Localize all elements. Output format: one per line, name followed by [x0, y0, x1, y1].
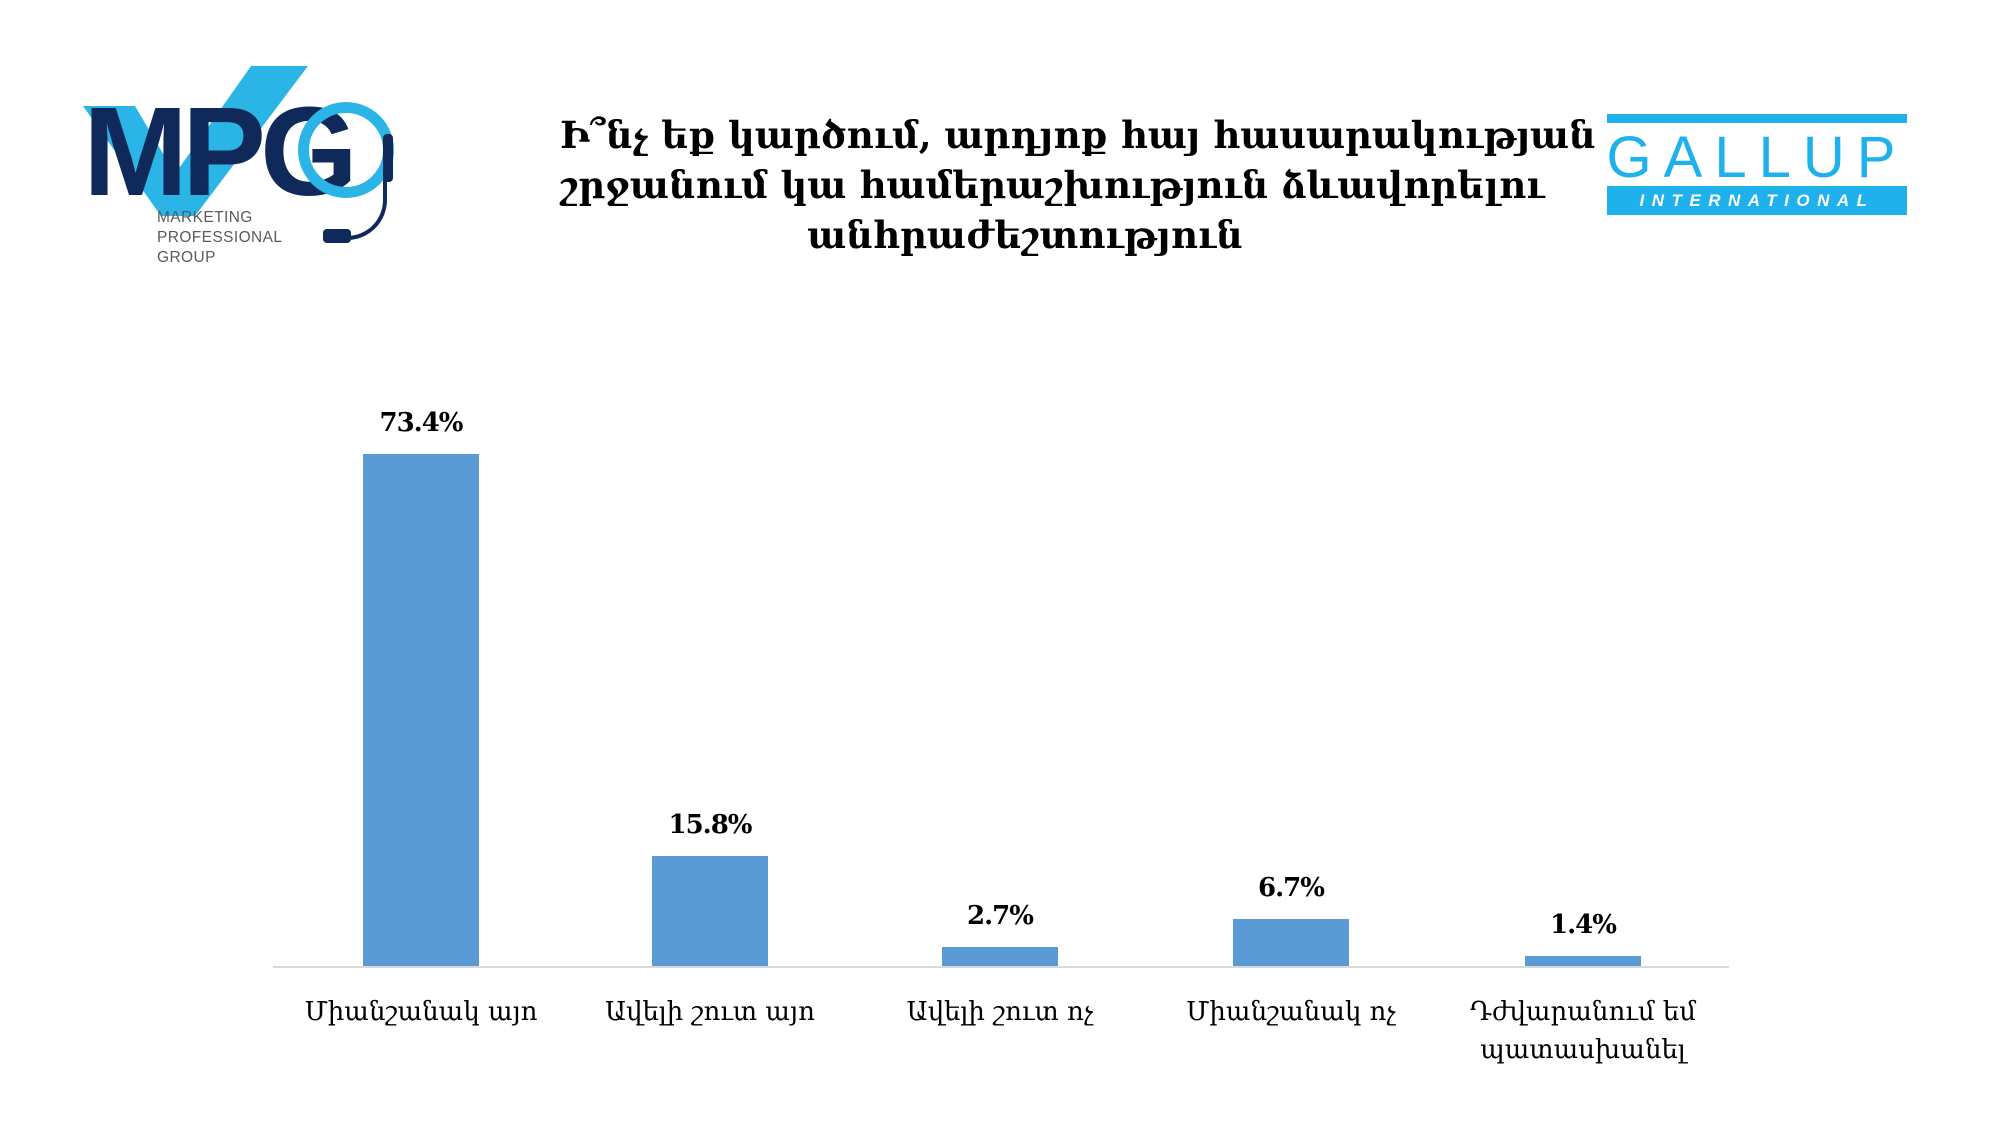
bar-value-label: 15.8% [668, 810, 752, 840]
category-label: Միանշանակ այո [271, 993, 571, 1031]
bar-value-label: 6.7% [1258, 873, 1325, 903]
bar-value-label: 1.4% [1550, 910, 1617, 940]
bar-value-label: 73.4% [379, 408, 463, 438]
category-label: Ավելի շուտ ոչ [850, 993, 1150, 1031]
category-label-line: Ավելի շուտ ոչ [906, 997, 1094, 1027]
category-label-line: պատասխանել [1480, 1035, 1686, 1065]
chart-title-line: անհրաժեշտություն [807, 213, 1243, 257]
bar [1525, 956, 1641, 966]
gallup-word: GALLUP [1606, 125, 1908, 190]
bar [1233, 919, 1349, 966]
mpg-subtitle-line: PROFESSIONAL [157, 229, 283, 246]
mpg-subtitle-line: MARKETING [157, 209, 253, 226]
gallup-top-bar [1607, 114, 1907, 123]
gallup-logo: GALLUP INTERNATIONAL [1607, 114, 1907, 216]
category-label-line: Միանշանակ ոչ [1186, 997, 1396, 1027]
category-label-line: Միանշանակ այո [304, 997, 538, 1027]
chart-title-line: Ի՞նչ եք կարծում, արդյոք հայ հասարակությա… [560, 113, 1596, 157]
checkmark-icon [83, 66, 308, 216]
headset-arm-icon [323, 178, 387, 240]
x-axis-line [273, 966, 1729, 968]
gallup-band: INTERNATIONAL [1607, 186, 1907, 215]
category-label: Միանշանակ ոչ [1141, 993, 1441, 1031]
category-label: Ավելի շուտ այո [560, 993, 860, 1031]
mpg-subtitle-line: GROUP [157, 249, 216, 266]
bar [363, 454, 479, 966]
bar [652, 856, 768, 966]
bar-value-label: 2.7% [967, 901, 1034, 931]
category-label-line: Դժվարանում եմ [1470, 997, 1696, 1027]
chart-title: Ի՞նչ եք կարծում, արդյոք հայ հասարակությա… [560, 110, 1596, 260]
chart-title-line: շրջանում կա համերաշխություն ձևավորելու [560, 163, 1545, 207]
headset-earpiece-icon [383, 134, 393, 182]
category-label-line: Ավելի շուտ այո [605, 997, 815, 1027]
bar [942, 947, 1058, 966]
mpg-logo: MPG MARKETING PROFESSIONAL GROUP [83, 66, 403, 276]
headset-mic-icon [323, 229, 351, 243]
category-label: Դժվարանում եմ պատասխանել [1433, 993, 1733, 1069]
mpg-logo-subtitle: MARKETING PROFESSIONAL GROUP [157, 208, 282, 268]
